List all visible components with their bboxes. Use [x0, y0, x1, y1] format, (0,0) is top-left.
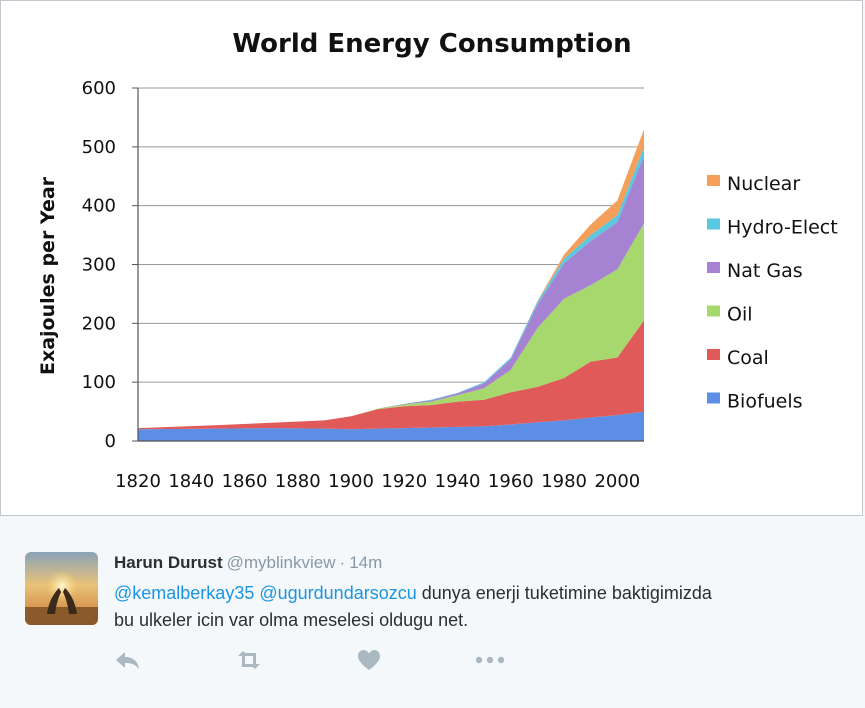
y-tick-label: 0	[105, 431, 116, 452]
y-tick-label: 300	[82, 255, 116, 276]
chart-axes: 0 100 200 300 400 500 600 1820 1840 1860 1880 1900 1…	[82, 78, 644, 492]
legend-swatch	[707, 305, 720, 317]
area-biofuels	[138, 411, 644, 441]
x-tick-label: 1900	[328, 471, 374, 492]
x-tick-label: 1840	[168, 471, 214, 492]
tweet-text: @kemalberkay35 @ugurdundarsozcu dunya en…	[114, 580, 834, 634]
y-tick-label: 100	[82, 372, 116, 393]
x-tick-label: 1880	[275, 471, 321, 492]
legend-swatch	[707, 349, 720, 360]
like-button[interactable]	[356, 648, 386, 672]
x-tick-label: 1980	[541, 471, 587, 492]
x-tick-label: 2000	[594, 471, 640, 492]
tweet-header: Harun Durust @myblinkview · 14m	[114, 553, 382, 573]
chart-legend: Nuclear Hydro-Elect Nat Gas Oil Coal Biofuels	[707, 173, 838, 413]
attached-image[interactable]: World Energy Consumption 0 100 200 300 400 50…	[0, 0, 863, 516]
legend-label: Biofuels	[727, 391, 803, 413]
chart-areas	[138, 129, 644, 441]
y-tick-label: 600	[82, 78, 116, 99]
avatar[interactable]	[25, 552, 98, 625]
mention-link[interactable]: @ugurdundarsozcu	[259, 583, 417, 603]
y-axis-label: Exajoules per Year	[37, 176, 59, 375]
x-tick-label: 1860	[222, 471, 268, 492]
author-username[interactable]: @myblinkview	[226, 553, 336, 572]
legend-label: Coal	[727, 347, 769, 369]
x-tick-label: 1960	[488, 471, 534, 492]
legend-label: Nuclear	[727, 173, 800, 195]
retweet-icon	[238, 651, 260, 669]
timestamp[interactable]: 14m	[349, 553, 383, 572]
area-coal	[138, 320, 644, 430]
legend-swatch	[707, 392, 720, 404]
mention-link[interactable]: @kemalberkay35	[114, 583, 255, 603]
separator: ·	[339, 553, 346, 572]
sunset-hands-avatar-icon	[25, 552, 98, 625]
x-tick-label: 1820	[115, 471, 161, 492]
reply-button[interactable]	[114, 648, 144, 672]
legend-label: Oil	[727, 304, 753, 326]
legend-swatch	[707, 262, 720, 273]
reply-icon	[116, 652, 139, 669]
y-tick-label: 200	[82, 313, 116, 334]
legend-swatch	[707, 218, 720, 230]
legend-label: Hydro-Elect	[727, 217, 838, 239]
tweet-text-part: bu ulkeler icin var olma meselesi oldugu…	[114, 610, 469, 630]
area-oil	[138, 223, 644, 429]
tweet[interactable]: Harun Durust @myblinkview · 14m @kemalberka…	[0, 536, 865, 708]
y-tick-label: 500	[82, 137, 116, 158]
energy-chart: World Energy Consumption 0 100 200 300 400 50…	[37, 29, 838, 492]
chart-title: World Energy Consumption	[232, 29, 631, 59]
tweet-text-part: dunya enerji tuketimine baktigimizda	[416, 583, 712, 603]
like-icon	[358, 650, 380, 670]
author-name[interactable]: Harun Durust	[114, 553, 223, 572]
more-button[interactable]	[474, 648, 505, 672]
y-tick-label: 400	[82, 196, 116, 217]
legend-swatch	[707, 175, 720, 186]
legend-label: Nat Gas	[727, 260, 803, 282]
more-icon	[475, 656, 505, 664]
retweet-button[interactable]	[234, 648, 264, 672]
x-tick-label: 1940	[435, 471, 481, 492]
x-tick-label: 1920	[381, 471, 427, 492]
